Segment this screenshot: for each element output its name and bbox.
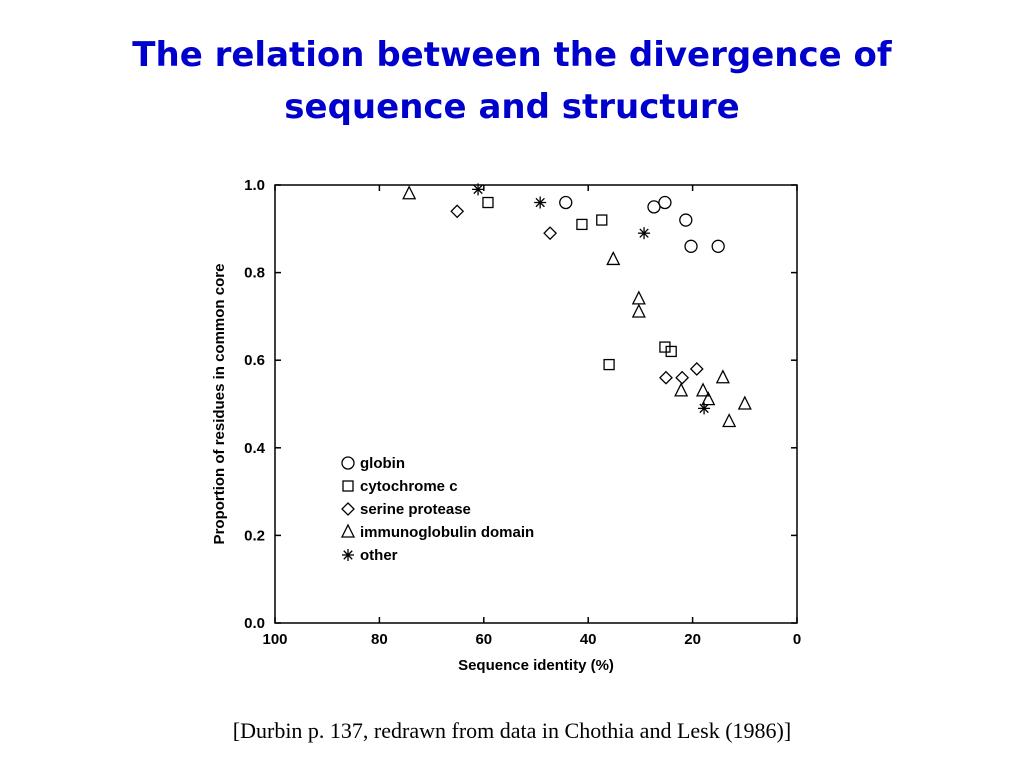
x-tick-label: 60 xyxy=(475,631,492,648)
point-shape xyxy=(535,197,545,208)
y-axis-label: Proportion of residues in common core xyxy=(211,264,228,545)
legend-marker-shape xyxy=(340,523,356,538)
point-shape xyxy=(631,290,646,305)
point-shape xyxy=(402,185,417,200)
point xyxy=(658,195,672,210)
point xyxy=(665,345,677,358)
caption: [Durbin p. 137, redrawn from data in Cho… xyxy=(233,718,791,743)
legend-marker xyxy=(340,523,356,538)
legend-label: globin xyxy=(360,455,405,472)
x-axis-label: Sequence identity (%) xyxy=(458,657,614,674)
legend-marker-shape xyxy=(343,550,353,560)
point-shape xyxy=(699,403,709,414)
plot-frame xyxy=(274,184,798,624)
point xyxy=(596,214,608,226)
point-shape xyxy=(631,303,646,318)
point-shape xyxy=(606,251,621,266)
point-shape xyxy=(674,382,689,397)
point-shape xyxy=(596,214,608,226)
y-tick-label: 1.0 xyxy=(244,177,265,194)
point xyxy=(472,183,485,196)
chart-title: The relation between the divergence of se… xyxy=(132,35,893,127)
legend-marker-shape xyxy=(341,456,355,470)
point-shape xyxy=(684,239,698,253)
point xyxy=(631,303,646,318)
legend-label: immunoglobulin domain xyxy=(360,524,534,541)
point-shape xyxy=(639,228,649,238)
point-shape xyxy=(675,370,690,385)
point-shape xyxy=(543,226,558,241)
point-shape xyxy=(695,382,711,397)
x-tick-label: 80 xyxy=(371,631,388,648)
point xyxy=(659,370,673,385)
point xyxy=(638,227,651,240)
point xyxy=(534,196,547,209)
point-shape xyxy=(659,370,673,385)
y-tick-label: 0.4 xyxy=(244,440,266,457)
point-shape xyxy=(482,196,494,209)
legend-marker xyxy=(341,502,355,516)
point xyxy=(737,395,752,410)
legend-marker-shape xyxy=(342,480,354,492)
x-tick-label: 40 xyxy=(580,631,597,648)
y-tick-label: 0.8 xyxy=(244,265,265,282)
y-tick-label: 0.2 xyxy=(244,527,265,544)
point-shape xyxy=(473,184,483,195)
point-shape xyxy=(722,413,737,428)
point-shape xyxy=(665,345,677,358)
point xyxy=(647,200,661,214)
y-tick-label: 0.6 xyxy=(244,352,265,369)
point xyxy=(684,239,698,253)
point xyxy=(450,204,465,219)
x-tick-label: 0 xyxy=(793,631,801,648)
legend-marker xyxy=(342,549,354,561)
point-shape xyxy=(679,213,693,227)
point-shape xyxy=(689,362,704,376)
point xyxy=(559,195,573,210)
point xyxy=(603,358,615,371)
point xyxy=(695,382,711,397)
point xyxy=(715,369,730,384)
point xyxy=(679,213,693,227)
point-shape xyxy=(576,218,588,231)
point-shape xyxy=(711,239,725,253)
point xyxy=(631,290,646,305)
point-shape xyxy=(603,358,615,371)
y-tick-label: 0.0 xyxy=(244,615,265,632)
point-shape xyxy=(658,195,672,210)
point xyxy=(402,185,417,200)
point xyxy=(543,226,558,241)
point xyxy=(698,402,711,415)
legend-label: cytochrome c xyxy=(360,478,458,495)
legend-label: other xyxy=(360,547,398,564)
point xyxy=(674,382,689,397)
point xyxy=(711,239,725,253)
legend-label: serine protease xyxy=(360,501,471,518)
point-shape xyxy=(647,200,661,214)
legend-marker xyxy=(342,480,354,492)
point xyxy=(576,218,588,231)
point-shape xyxy=(559,195,573,210)
x-tick-label: 20 xyxy=(684,631,701,648)
point xyxy=(675,370,690,385)
point xyxy=(482,196,494,209)
point-shape xyxy=(737,395,752,410)
legend-marker-shape xyxy=(341,502,355,516)
point xyxy=(689,362,704,376)
point-shape xyxy=(450,204,465,219)
legend-marker xyxy=(341,456,355,470)
point xyxy=(722,413,737,428)
x-tick-label: 100 xyxy=(262,631,287,648)
point xyxy=(606,251,621,266)
point-shape xyxy=(715,369,730,384)
